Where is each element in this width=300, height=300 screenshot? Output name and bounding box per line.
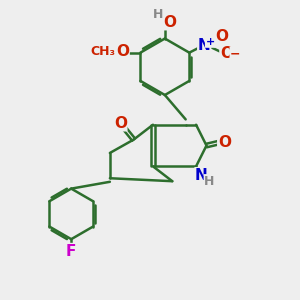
Text: F: F — [66, 244, 76, 259]
Text: −: − — [230, 47, 241, 60]
Text: O: O — [164, 15, 177, 30]
Text: N: N — [198, 38, 211, 53]
Text: N: N — [195, 168, 208, 183]
Text: H: H — [204, 175, 214, 188]
Text: O: O — [116, 44, 129, 59]
Text: O: O — [218, 135, 231, 150]
Text: +: + — [206, 37, 215, 47]
Text: O: O — [220, 46, 233, 61]
Text: H: H — [153, 8, 164, 21]
Text: O: O — [215, 29, 229, 44]
Text: CH₃: CH₃ — [91, 45, 116, 58]
Text: O: O — [114, 116, 127, 131]
